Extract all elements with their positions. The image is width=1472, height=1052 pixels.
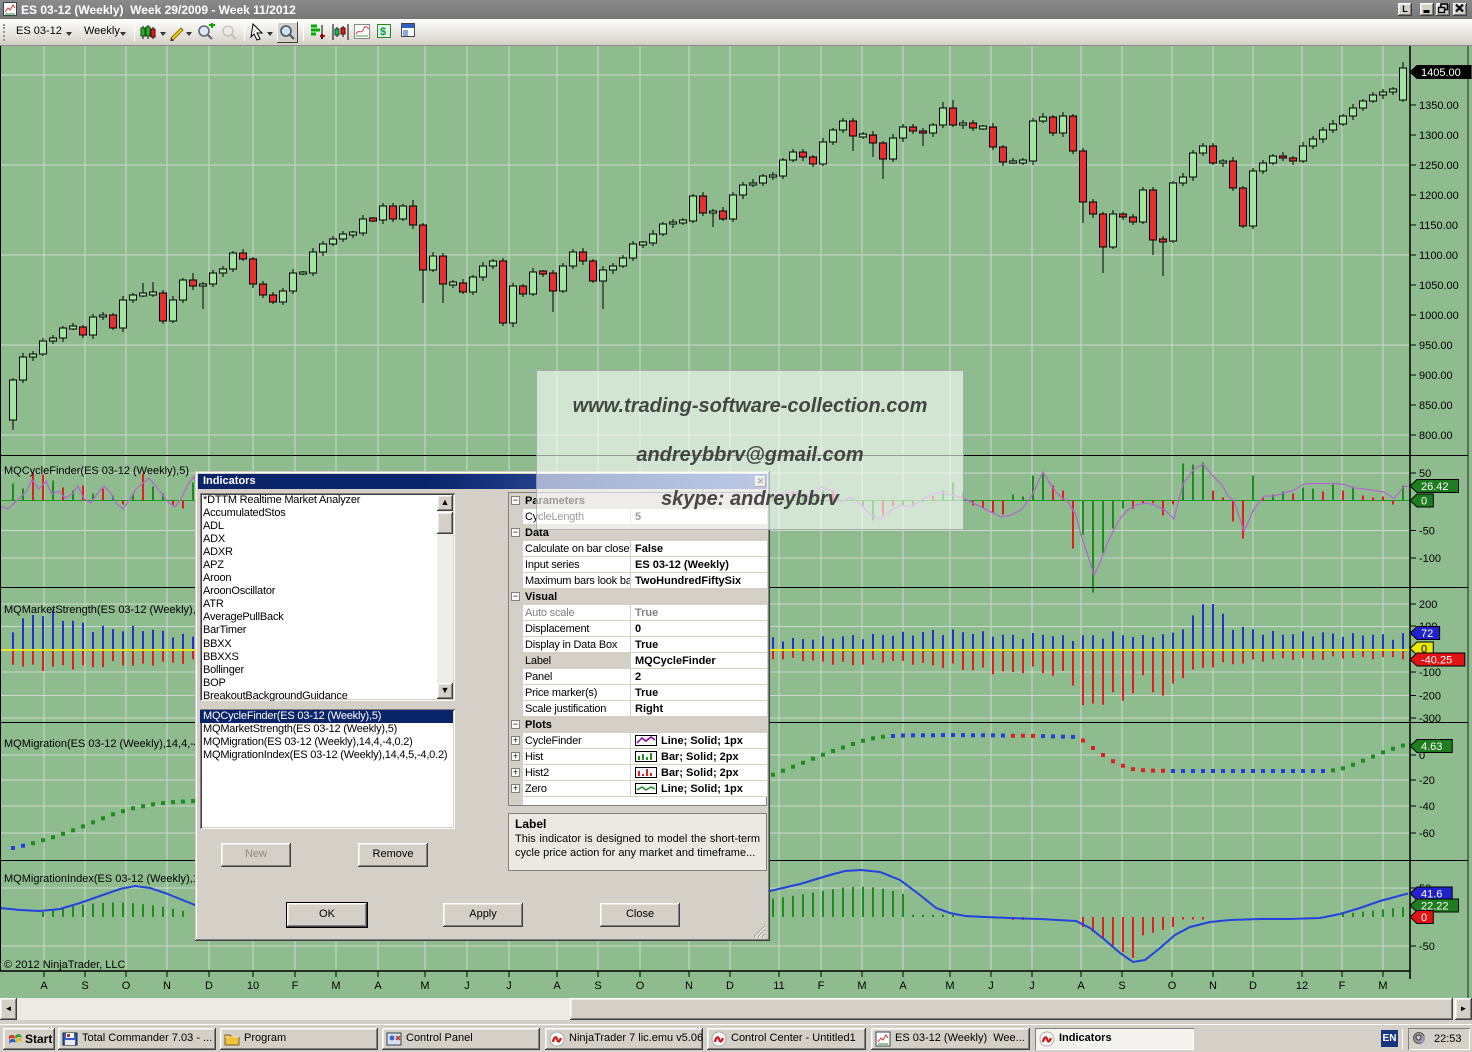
svg-text:D: D — [726, 980, 734, 992]
svg-text:1200.00: 1200.00 — [1419, 190, 1459, 202]
svg-text:N: N — [1209, 980, 1217, 992]
svg-text:0: 0 — [1421, 496, 1427, 508]
svg-text:-50: -50 — [1419, 526, 1435, 538]
svg-text:A: A — [553, 980, 561, 992]
svg-text:A: A — [899, 980, 907, 992]
svg-text:200: 200 — [1419, 599, 1437, 611]
svg-text:M: M — [945, 980, 954, 992]
svg-text:D: D — [1249, 980, 1257, 992]
svg-text:50: 50 — [1419, 468, 1431, 480]
svg-text:M: M — [857, 980, 866, 992]
svg-text:850.00: 850.00 — [1419, 400, 1453, 412]
svg-text:0: 0 — [1419, 750, 1425, 762]
svg-text:MQMigrationIndex(ES 03-12 (Wee: MQMigrationIndex(ES 03-12 (Weekly),14,4,… — [4, 873, 258, 885]
svg-text:N: N — [163, 980, 171, 992]
svg-text:N: N — [685, 980, 693, 992]
svg-text:F: F — [1339, 980, 1346, 992]
svg-text:© 2012 NinjaTrader, LLC: © 2012 NinjaTrader, LLC — [4, 959, 125, 971]
svg-text:S: S — [1118, 980, 1125, 992]
svg-text:-20: -20 — [1419, 775, 1435, 787]
svg-text:O: O — [122, 980, 131, 992]
svg-text:41.6: 41.6 — [1421, 889, 1442, 901]
svg-text:F: F — [292, 980, 299, 992]
svg-text:11: 11 — [773, 980, 784, 992]
svg-text:800.00: 800.00 — [1419, 430, 1453, 442]
svg-text:-300: -300 — [1419, 713, 1441, 725]
svg-text:1000.00: 1000.00 — [1419, 310, 1459, 322]
svg-text:-50: -50 — [1419, 941, 1435, 953]
svg-text:1150.00: 1150.00 — [1419, 220, 1458, 232]
svg-text:-40: -40 — [1419, 801, 1435, 813]
svg-text:4.63: 4.63 — [1421, 741, 1442, 753]
svg-text:J: J — [464, 980, 470, 992]
svg-text:1350.00: 1350.00 — [1419, 100, 1459, 112]
svg-text:-60: -60 — [1419, 828, 1435, 840]
svg-text:-100: -100 — [1419, 667, 1441, 679]
svg-text:A: A — [40, 980, 48, 992]
svg-text:0: 0 — [1421, 912, 1427, 924]
svg-text:-200: -200 — [1419, 691, 1441, 703]
svg-text:MQCycleFinder(ES 03-12 (Weekly: MQCycleFinder(ES 03-12 (Weekly),5) — [4, 465, 189, 477]
svg-text:MQMarketStrength(ES 03-12 (Wee: MQMarketStrength(ES 03-12 (Weekly),5) — [4, 604, 206, 616]
svg-text:F: F — [818, 980, 825, 992]
svg-text:S: S — [81, 980, 88, 992]
svg-text:$: $ — [380, 26, 386, 38]
svg-text:26.42: 26.42 — [1421, 481, 1449, 493]
svg-text:950.00: 950.00 — [1419, 340, 1453, 352]
svg-text:M: M — [420, 980, 429, 992]
svg-text:1050.00: 1050.00 — [1419, 280, 1459, 292]
svg-text:MQMigration(ES 03-12 (Weekly),: MQMigration(ES 03-12 (Weekly),14,4,-4,0.… — [4, 738, 222, 750]
svg-text:-100: -100 — [1419, 553, 1441, 565]
svg-text:O: O — [636, 980, 645, 992]
svg-text:1300.00: 1300.00 — [1419, 130, 1459, 142]
svg-text:-40.25: -40.25 — [1421, 655, 1452, 667]
svg-text:A: A — [374, 980, 382, 992]
svg-text:1100.00: 1100.00 — [1419, 250, 1458, 262]
svg-text:900.00: 900.00 — [1419, 370, 1453, 382]
svg-text:D: D — [205, 980, 213, 992]
svg-text:10: 10 — [247, 980, 259, 992]
svg-text:J: J — [1029, 980, 1035, 992]
svg-text:S: S — [594, 980, 601, 992]
svg-text:A: A — [1077, 980, 1085, 992]
svg-text:J: J — [988, 980, 994, 992]
svg-text:M: M — [331, 980, 340, 992]
svg-text:0: 0 — [1421, 644, 1427, 656]
svg-text:22.22: 22.22 — [1421, 901, 1449, 913]
svg-text:72: 72 — [1421, 628, 1433, 640]
svg-text:12: 12 — [1296, 980, 1308, 992]
svg-text:M: M — [1378, 980, 1387, 992]
svg-text:1405.00: 1405.00 — [1421, 67, 1461, 79]
svg-text:J: J — [506, 980, 512, 992]
svg-text:O: O — [1168, 980, 1177, 992]
svg-text:1250.00: 1250.00 — [1419, 160, 1459, 172]
